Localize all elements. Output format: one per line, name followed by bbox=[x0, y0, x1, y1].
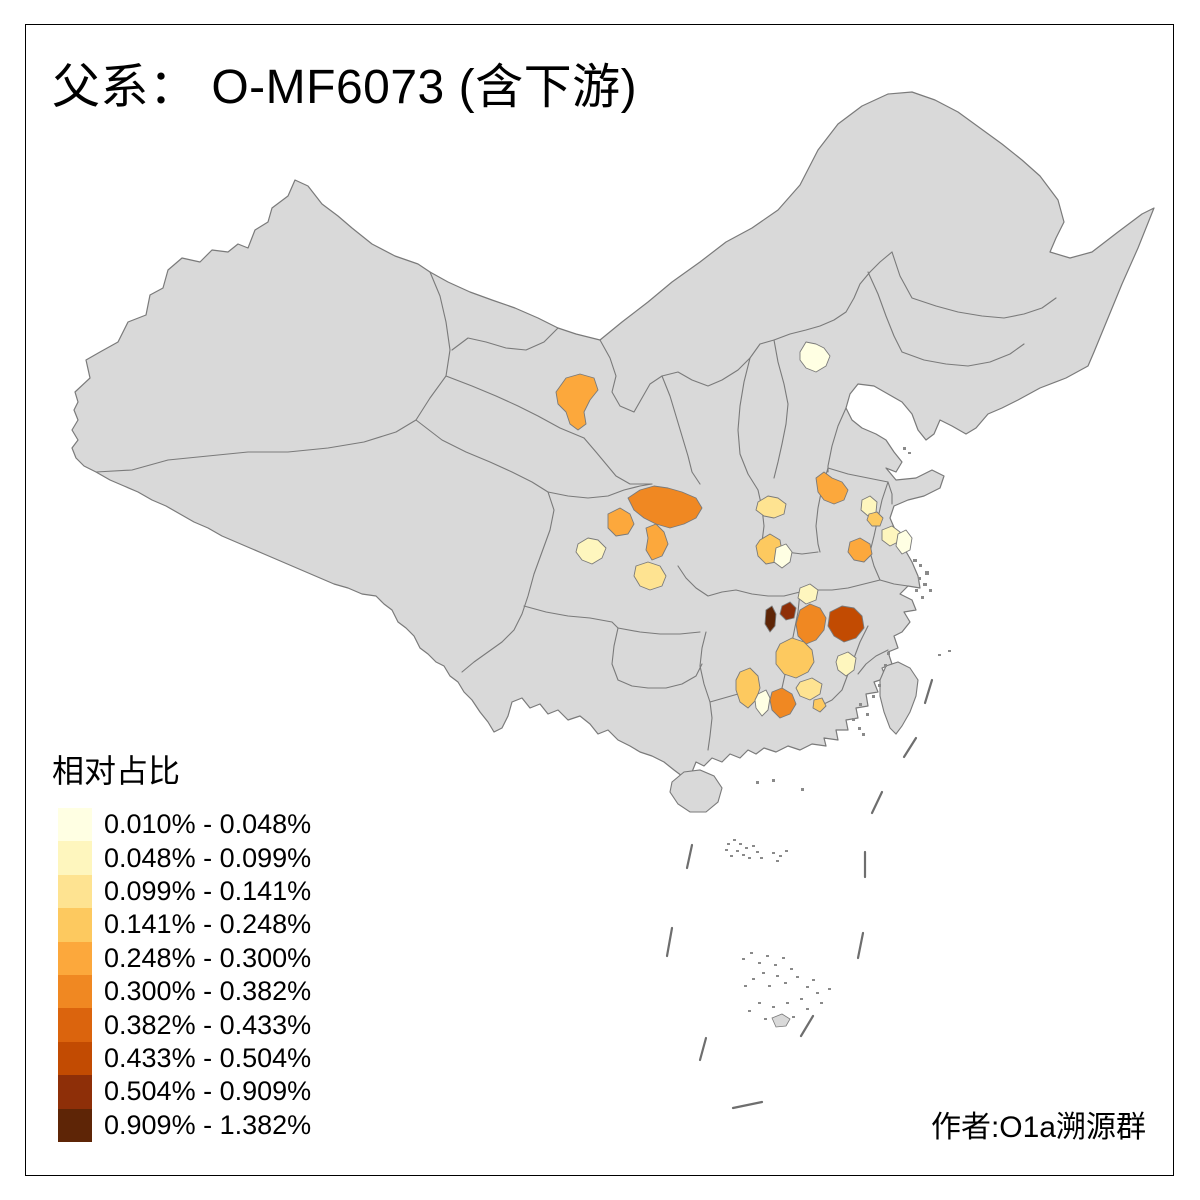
map-region bbox=[775, 637, 815, 679]
mainland-landmass bbox=[71, 91, 1155, 791]
legend-label: 0.010% - 0.048% bbox=[104, 809, 312, 840]
legend-swatch bbox=[58, 1075, 92, 1109]
map-region bbox=[773, 543, 793, 569]
map-region bbox=[827, 605, 865, 643]
legend-rows: 0.010% - 0.048% 0.048% - 0.099% 0.099% - 0… bbox=[58, 808, 311, 1142]
legend-label: 0.248% - 0.300% bbox=[104, 942, 312, 973]
province-borders bbox=[95, 251, 1057, 751]
map-region bbox=[795, 603, 827, 645]
map-region bbox=[835, 651, 857, 677]
legend-swatch bbox=[58, 1108, 92, 1142]
legend-label: 0.433% - 0.504% bbox=[104, 1042, 312, 1073]
legend-swatch bbox=[58, 908, 92, 942]
map-region bbox=[607, 507, 635, 537]
map-region bbox=[754, 689, 771, 717]
legend-swatch bbox=[58, 808, 92, 842]
choropleth-regions bbox=[555, 341, 913, 719]
island-specks bbox=[725, 447, 951, 1020]
legend-row: 0.141% - 0.248% bbox=[58, 908, 312, 942]
map-region bbox=[866, 511, 884, 527]
spratly-islet bbox=[771, 1013, 791, 1028]
map-region bbox=[633, 561, 667, 591]
legend-row: 0.300% - 0.382% bbox=[58, 974, 312, 1009]
nine-dash-line bbox=[665, 678, 934, 1110]
map-region bbox=[755, 495, 787, 519]
legend-label: 0.141% - 0.248% bbox=[104, 909, 312, 940]
legend-swatch bbox=[58, 1041, 92, 1076]
legend-label: 0.048% - 0.099% bbox=[104, 842, 312, 873]
legend-swatch bbox=[58, 841, 92, 875]
map-region bbox=[815, 471, 849, 505]
legend-row: 0.433% - 0.504% bbox=[58, 1041, 312, 1076]
legend: 相对占比 0.010% - 0.048% 0.048% - 0.099% 0.099… bbox=[52, 746, 311, 1142]
taiwan-island bbox=[879, 661, 919, 735]
map-region bbox=[895, 529, 913, 555]
map-region bbox=[769, 687, 797, 719]
legend-row: 0.504% - 0.909% bbox=[58, 1075, 312, 1109]
legend-label: 0.300% - 0.382% bbox=[104, 976, 312, 1007]
map-region bbox=[779, 601, 797, 621]
map-region bbox=[575, 537, 607, 565]
map-region bbox=[627, 485, 703, 529]
attribution: 作者:O1a溯源群 bbox=[930, 1111, 1146, 1144]
legend-label: 0.504% - 0.909% bbox=[104, 1076, 312, 1107]
hainan-island bbox=[669, 769, 723, 813]
legend-swatch bbox=[58, 941, 92, 975]
map-region bbox=[735, 667, 761, 709]
plot-frame bbox=[25, 24, 1174, 1176]
legend-swatch bbox=[58, 974, 92, 1009]
legend-swatch bbox=[58, 874, 92, 909]
map-region bbox=[847, 537, 873, 563]
map-region bbox=[645, 523, 669, 561]
map-region bbox=[555, 373, 599, 431]
legend-label: 0.909% - 1.382% bbox=[104, 1109, 312, 1140]
legend-row: 0.099% - 0.141% bbox=[58, 874, 312, 909]
map-region bbox=[795, 677, 823, 701]
legend-title: 相对占比 bbox=[52, 753, 181, 789]
map-region bbox=[812, 697, 827, 713]
legend-label: 0.382% - 0.433% bbox=[104, 1009, 312, 1040]
legend-row: 0.048% - 0.099% bbox=[58, 841, 312, 875]
legend-row: 0.382% - 0.433% bbox=[58, 1008, 312, 1042]
legend-swatch bbox=[58, 1008, 92, 1042]
legend-row: 0.010% - 0.048% bbox=[58, 808, 312, 842]
legend-row: 0.909% - 1.382% bbox=[58, 1108, 312, 1142]
legend-row: 0.248% - 0.300% bbox=[58, 941, 312, 975]
map-region bbox=[797, 583, 819, 605]
map-region bbox=[764, 605, 777, 633]
page-title: 父系： O-MF6073 (含下游) bbox=[52, 61, 638, 114]
map-region bbox=[799, 341, 831, 373]
legend-label: 0.099% - 0.141% bbox=[104, 875, 312, 906]
